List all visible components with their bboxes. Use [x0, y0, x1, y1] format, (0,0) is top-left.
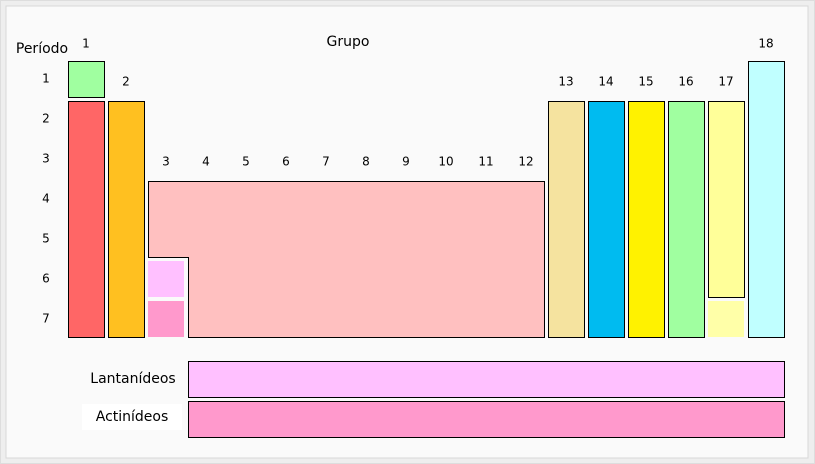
group-number: 18	[758, 37, 773, 51]
group-number: 5	[242, 155, 250, 169]
group-number: 7	[322, 155, 330, 169]
actinides-cell	[148, 301, 184, 337]
group-number: 14	[598, 75, 613, 89]
group-number: 10	[438, 155, 453, 169]
group-number: 2	[122, 75, 130, 89]
alkaline-earth-block	[108, 101, 145, 338]
group-number: 17	[718, 75, 733, 89]
lanthanides-label: Lantanídeos	[90, 371, 175, 387]
period-number: 4	[42, 192, 50, 206]
group17-block	[708, 101, 745, 298]
group14-block	[588, 101, 625, 338]
group-number: 13	[558, 75, 573, 89]
period-number: 3	[42, 152, 50, 166]
group-number: 1	[82, 37, 90, 51]
period-number: 5	[42, 232, 50, 246]
group16-block	[668, 101, 705, 338]
actinides-label-bg	[82, 404, 182, 430]
group-number: 15	[638, 75, 653, 89]
hydrogen-block	[68, 61, 105, 98]
lanthanides-cell	[148, 261, 184, 297]
actinides-row	[188, 401, 785, 438]
period-number: 1	[42, 72, 50, 86]
alkali-metals-block	[68, 101, 105, 338]
group-number: 3	[162, 155, 170, 169]
actinides-label: Actinídeos	[96, 409, 169, 425]
group-number: 16	[678, 75, 693, 89]
group15-block	[628, 101, 665, 338]
noble-gases-block	[748, 61, 785, 338]
period-number: 7	[42, 312, 50, 326]
group-number: 4	[202, 155, 210, 169]
period-number: 6	[42, 272, 50, 286]
group-heading: Grupo	[327, 34, 370, 50]
group-number: 11	[478, 155, 493, 169]
lanthanides-row	[188, 361, 785, 398]
period-heading: Período	[16, 41, 68, 57]
period-number: 2	[42, 112, 50, 126]
group17-period7-cell	[708, 301, 744, 337]
group13-block	[548, 101, 585, 338]
group-number: 9	[402, 155, 410, 169]
group-number: 6	[282, 155, 290, 169]
group-number: 12	[518, 155, 533, 169]
transition-metals-block	[148, 181, 545, 338]
group-number: 8	[362, 155, 370, 169]
